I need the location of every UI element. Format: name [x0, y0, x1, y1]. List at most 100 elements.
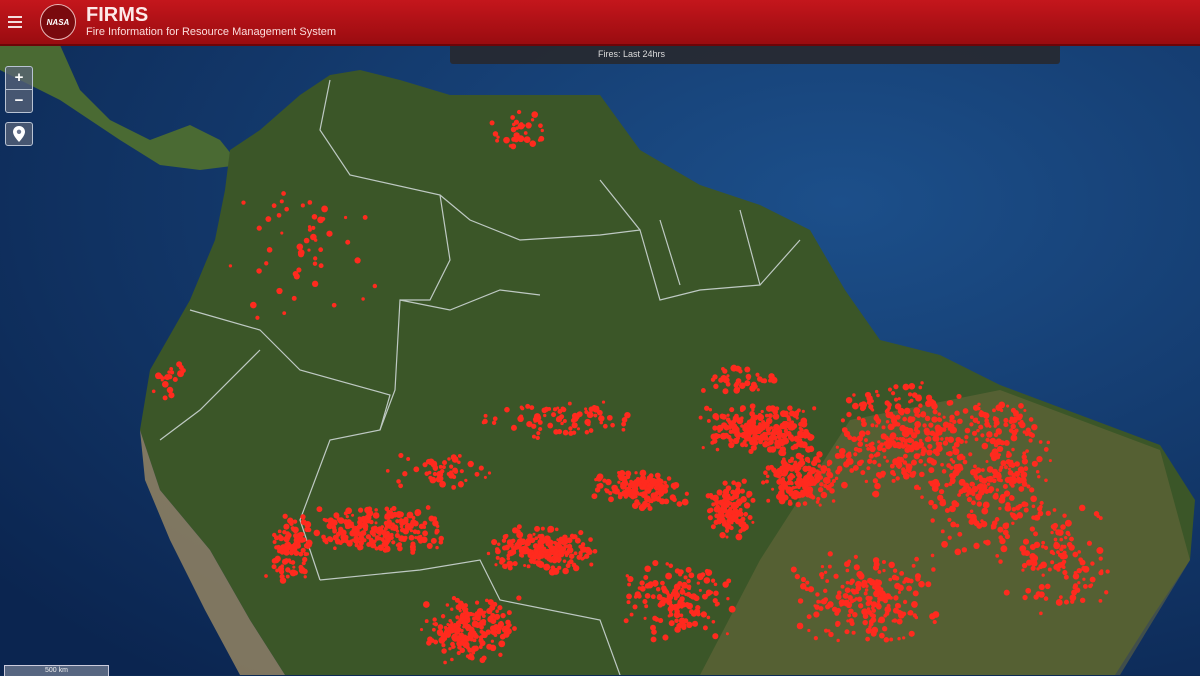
fire-dot — [864, 584, 869, 589]
fire-dot — [953, 463, 961, 471]
fire-dot — [474, 471, 480, 477]
fire-dot — [536, 431, 541, 436]
fire-dot — [954, 548, 962, 556]
fire-dot — [819, 475, 823, 480]
fire-dot — [885, 408, 890, 413]
fire-dot — [464, 478, 468, 482]
fire-dot — [840, 584, 845, 589]
fire-dot — [932, 448, 938, 455]
time-filter-bar[interactable]: Fires: Last 24hrs — [450, 46, 1060, 64]
fire-dot — [399, 524, 404, 529]
fire-dot — [932, 435, 939, 442]
zoom-in-button[interactable]: + — [6, 67, 32, 90]
fire-dot — [872, 557, 880, 564]
fire-dot — [657, 602, 663, 608]
fire-dot — [795, 452, 803, 460]
fire-dot — [357, 516, 362, 521]
fire-dot — [547, 553, 552, 558]
fire-dot — [584, 407, 588, 411]
fire-dot — [414, 509, 422, 516]
fire-dot — [331, 525, 337, 530]
fire-dot — [898, 436, 903, 441]
fire-dot — [168, 392, 175, 399]
fire-dot — [972, 517, 978, 523]
fire-dot — [532, 532, 536, 536]
fire-dot — [290, 560, 296, 565]
fire-dot — [802, 501, 808, 506]
fire-dot — [992, 474, 997, 479]
fire-dot — [538, 123, 543, 129]
fire-dot — [465, 645, 470, 650]
fire-dot — [281, 191, 286, 196]
fire-dot — [151, 389, 156, 394]
fire-dot — [531, 434, 536, 439]
fire-dot — [1038, 440, 1043, 444]
fire-dot — [663, 483, 669, 489]
fire-dot — [931, 567, 936, 572]
fire-dot — [816, 599, 821, 604]
fire-dot — [1036, 567, 1040, 571]
fire-dot — [538, 563, 543, 568]
fire-dot — [947, 426, 952, 431]
fire-dot — [1000, 545, 1008, 553]
fire-dot — [1062, 513, 1067, 518]
fire-dot — [833, 573, 839, 579]
fire-dot — [448, 618, 453, 623]
fire-dot — [462, 625, 466, 629]
fire-dot — [971, 500, 976, 506]
fire-dot — [643, 575, 649, 580]
fire-dot — [731, 494, 737, 500]
zoom-out-button[interactable]: − — [14, 92, 24, 109]
fire-dot — [700, 388, 706, 393]
fire-dot — [734, 510, 739, 515]
fire-dot — [998, 559, 1003, 564]
fire-dot — [984, 422, 988, 427]
fire-dot — [956, 454, 964, 461]
fire-dot — [446, 622, 450, 627]
fire-dot — [529, 537, 536, 544]
hamburger-menu-icon[interactable] — [8, 13, 22, 31]
fire-dot — [857, 596, 863, 602]
fire-dot — [753, 384, 758, 389]
fire-dot — [795, 501, 801, 508]
fire-dot — [510, 542, 514, 547]
fire-dot — [412, 529, 418, 535]
fire-dot — [686, 621, 693, 629]
fire-dot — [1049, 549, 1055, 555]
fire-dot — [601, 400, 606, 404]
fire-dot — [534, 536, 539, 541]
fire-dot — [490, 639, 494, 643]
fire-dot — [534, 525, 541, 532]
fire-dot — [853, 446, 859, 452]
locate-button[interactable] — [5, 122, 33, 146]
fire-dot — [925, 581, 932, 588]
fire-dot — [706, 508, 712, 514]
fire-dot — [395, 511, 403, 518]
fire-dot — [873, 590, 881, 598]
fire-dot — [322, 517, 327, 522]
fire-dot — [298, 551, 304, 557]
fire-dot — [938, 441, 943, 447]
fire-dot — [863, 591, 868, 596]
fire-dot — [703, 577, 711, 584]
fire-dot — [910, 432, 918, 439]
fire-dot — [548, 568, 556, 576]
fire-dot — [835, 445, 839, 449]
fire-dot — [1072, 573, 1080, 580]
fire-dot — [594, 478, 598, 482]
fire-dot — [979, 409, 983, 414]
fire-dot — [823, 477, 831, 485]
fire-dot — [782, 410, 789, 418]
fire-dot — [744, 366, 751, 373]
fire-dot — [1020, 471, 1028, 479]
fire-dot — [530, 118, 535, 122]
fire-dot — [904, 438, 909, 443]
fire-dot — [299, 531, 303, 536]
fire-dot — [289, 560, 293, 565]
fire-dot — [164, 374, 171, 381]
fire-dot — [541, 407, 548, 414]
fire-dot — [955, 523, 960, 528]
fire-dot — [606, 414, 613, 421]
fire-dot — [567, 401, 572, 406]
